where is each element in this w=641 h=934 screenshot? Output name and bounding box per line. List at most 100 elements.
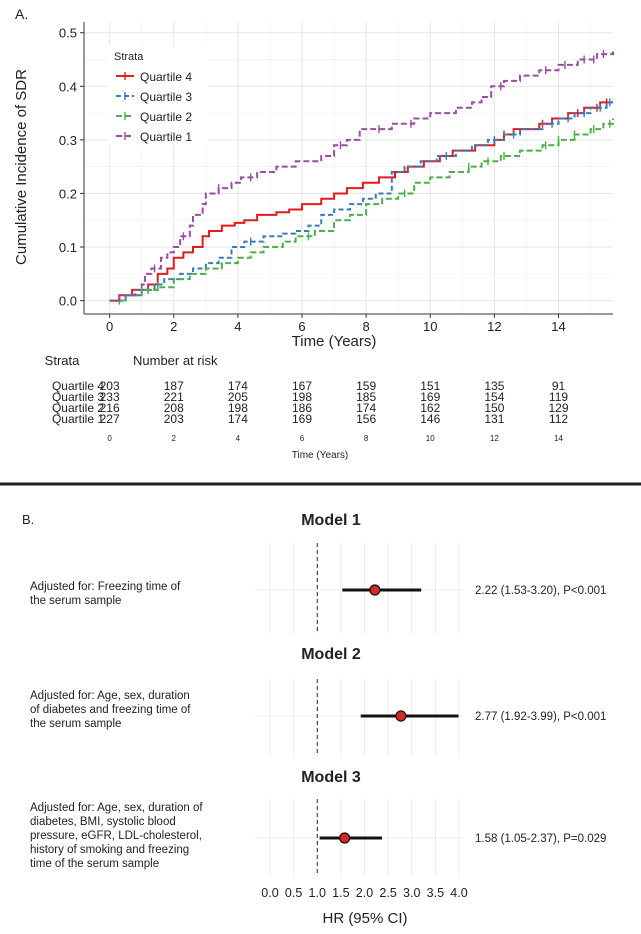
risk-time-tick: 12 [490,434,499,443]
km-x-axis-label: Time (Years) [292,333,377,350]
risk-count: 154 [484,390,504,404]
risk-table-title: Number at risk [133,353,218,368]
risk-count: 167 [292,379,312,393]
x-tick-label: 2 [170,319,177,334]
risk-count: 174 [228,412,248,426]
adjustment-text: Adjusted for: Age, sex, duration [30,690,190,702]
adjustment-text: the serum sample [30,595,121,607]
model-title: Model 1 [301,512,361,529]
x-tick-label: 12 [487,319,501,334]
forest-x-tick-label: 2.5 [379,886,396,900]
risk-row-name: Quartile 3 [52,390,104,404]
risk-count: 187 [164,379,184,393]
model-title: Model 2 [301,646,361,663]
risk-count: 112 [549,412,568,426]
adjustment-text: pressure, eGFR, LDL-cholesterol, [30,830,202,842]
adjustment-text: of diabetes and freezing time of [30,704,191,716]
risk-time-tick: 6 [300,434,305,443]
km-y-axis-label: Cumulative Incidence of SDR [13,69,30,265]
legend-entry: Quartile 2 [140,110,192,124]
model-result: 2.77 (1.92-3.99), P<0.001 [475,711,606,723]
legend-entry: Quartile 4 [140,70,192,84]
risk-time-tick: 14 [554,434,563,443]
forest-plot: Model 1 Adjusted for: Freezing time of the… [30,512,606,900]
panel-b-label: B. [22,512,34,527]
km-curve-quartile-1 [109,51,614,302]
km-curve-quartile-2 [109,118,614,302]
panel-a-label: A. [15,6,28,22]
risk-count: 91 [552,379,566,393]
y-tick-label: 0.1 [59,240,77,255]
risk-count: 186 [292,401,312,415]
legend-entry: Quartile 1 [140,130,192,144]
risk-count: 174 [356,401,376,415]
model-result: 1.58 (1.05-2.37), P=0.029 [475,833,606,845]
risk-count: 185 [356,390,376,404]
model-title: Model 3 [301,769,361,786]
hazard-ratio-point [395,710,407,722]
risk-count: 119 [549,390,568,404]
x-tick-label: 6 [298,319,305,334]
km-plot-area: 0 2 4 6 8 10 12 14 0.0 0.1 0.2 0.3 0.4 0.5 [59,22,614,334]
risk-count: 208 [164,401,184,415]
adjustment-text: history of smoking and freezing [30,844,189,856]
model-result: 2.22 (1.53-3.20), P<0.001 [475,585,606,597]
risk-count: 221 [164,390,184,404]
y-tick-label: 0.2 [59,186,77,201]
y-tick-label: 0.3 [59,133,77,148]
hazard-ratio-point [369,584,381,596]
forest-x-tick-label: 1.0 [309,886,326,900]
risk-count: 156 [356,412,376,426]
legend-title: Strata [114,51,144,63]
forest-x-axis-label: HR (95% CI) [322,910,407,927]
risk-count: 135 [484,379,504,393]
y-tick-label: 0.0 [59,294,77,309]
risk-count: 227 [100,412,120,426]
x-tick-label: 14 [551,319,565,334]
x-tick-label: 8 [363,319,370,334]
risk-count: 129 [548,401,568,415]
risk-count: 150 [484,401,504,415]
risk-row-name: Quartile 4 [52,379,104,393]
risk-table-strata-header: Strata [45,353,80,368]
adjustment-text: Adjusted for: Freezing time of [30,581,181,593]
risk-count: 151 [420,379,440,393]
risk-time-tick: 8 [364,434,369,443]
risk-time-tick: 10 [426,434,435,443]
legend-entry: Quartile 3 [140,90,192,104]
risk-count: 169 [292,412,312,426]
forest-x-tick-label: 3.0 [403,886,420,900]
forest-x-tick-label: 2.0 [356,886,373,900]
km-legend: Strata Quartile 4 Quartile 3 Quartile 2 Quar… [108,45,208,145]
risk-table-x-label: Time (Years) [292,450,349,461]
forest-x-tick-label: 1.5 [332,886,349,900]
risk-count: 203 [164,412,184,426]
risk-count: 174 [228,379,248,393]
risk-count: 198 [228,401,248,415]
hazard-ratio-point [339,832,351,844]
x-tick-label: 0 [106,319,113,334]
risk-count: 146 [420,412,440,426]
risk-count: 198 [292,390,312,404]
risk-count: 233 [100,390,120,404]
adjustment-text: Adjusted for: Age, sex, duration of [30,802,203,814]
risk-count: 131 [484,412,504,426]
risk-count: 162 [420,401,440,415]
adjustment-text: the serum sample [30,718,121,730]
forest-x-tick-label: 0.0 [261,886,278,900]
y-tick-label: 0.5 [59,26,77,41]
risk-count: 159 [356,379,376,393]
risk-time-tick: 4 [236,434,241,443]
risk-row-name: Quartile 1 [52,412,104,426]
forest-x-tick-label: 4.0 [450,886,467,900]
risk-count: 169 [420,390,440,404]
risk-count: 203 [100,379,120,393]
x-tick-label: 10 [423,319,437,334]
x-tick-label: 4 [234,319,241,334]
risk-time-tick: 0 [107,434,112,443]
risk-count: 216 [100,401,120,415]
adjustment-text: time of the serum sample [30,858,159,870]
y-tick-label: 0.4 [59,79,77,94]
